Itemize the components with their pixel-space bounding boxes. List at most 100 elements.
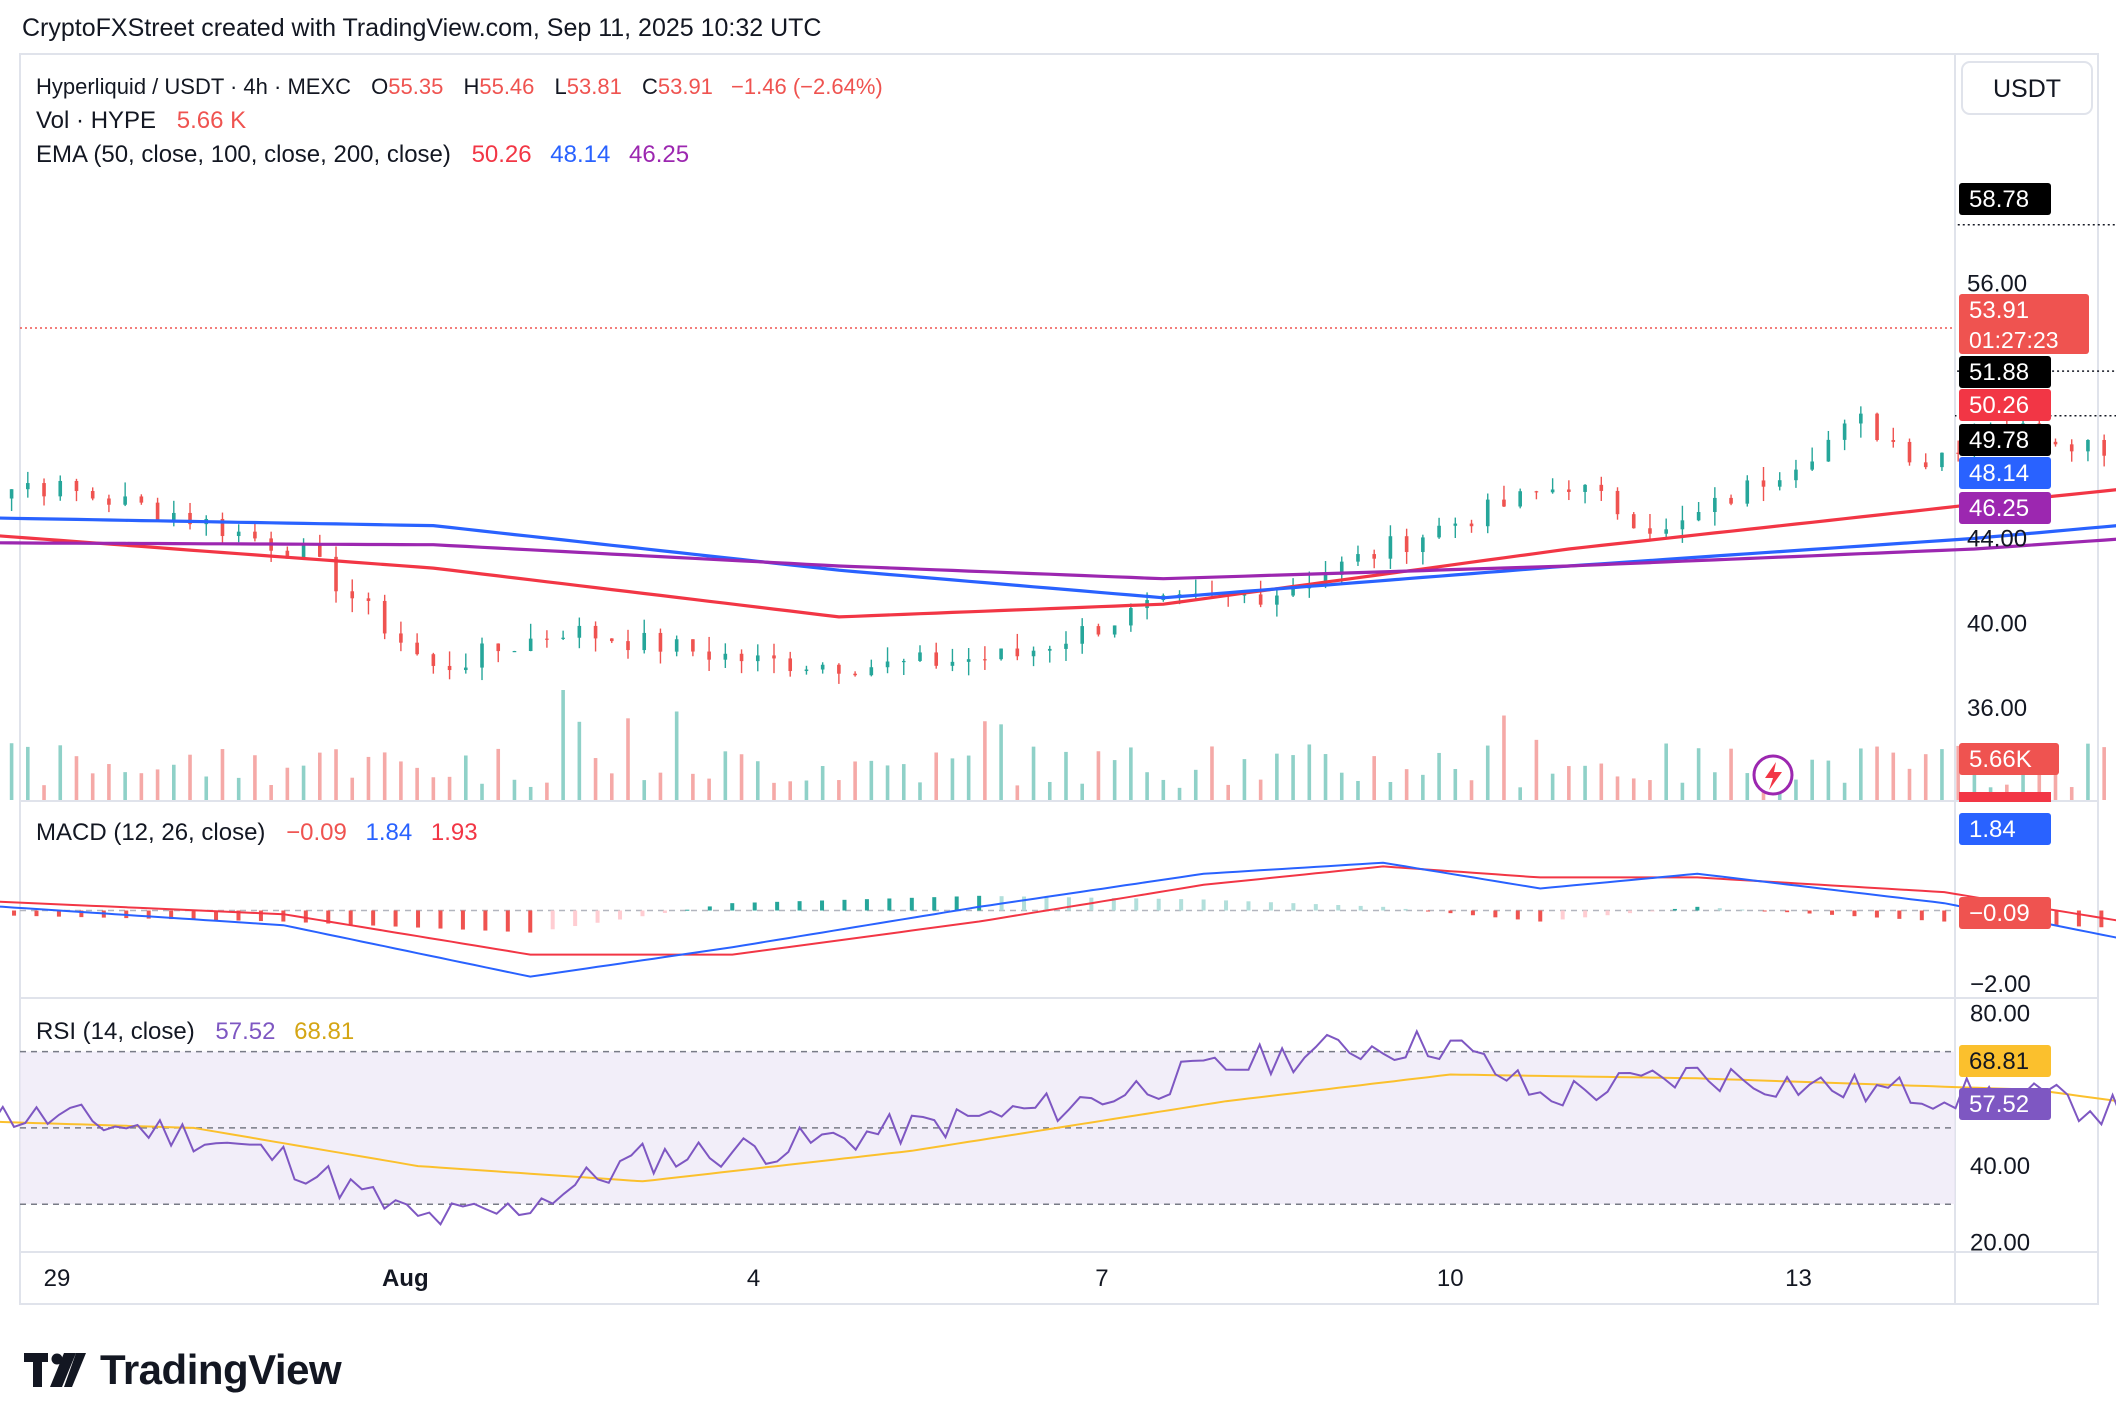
macd-histogram-bar [460, 910, 465, 930]
ema50-line [0, 488, 2116, 619]
rsi_ma-price-tag [1959, 1045, 2051, 1077]
volume-bar [999, 724, 1003, 800]
macd-histogram-bar [1493, 910, 1498, 918]
macd-histogram-bar [1246, 901, 1251, 911]
macd-price-tag [1959, 813, 2051, 845]
volume-bar [2102, 747, 2106, 800]
candle-body [869, 667, 874, 676]
volume-bar [220, 749, 225, 800]
volume-bar [723, 751, 728, 800]
macd-histogram-bar [1066, 897, 1071, 911]
macd-histogram-bar [1179, 899, 1184, 911]
open-value: 55.35 [388, 74, 443, 99]
macd-histogram-bar [1156, 898, 1161, 911]
volume-bar [593, 758, 598, 800]
volume-bar [1145, 772, 1149, 800]
candle-body [512, 651, 517, 653]
macd-histogram-bar [1515, 910, 1520, 920]
candle-body [301, 542, 306, 559]
candle-body [1745, 480, 1750, 504]
candle-body [1275, 595, 1279, 605]
volume-bar [447, 776, 452, 800]
candle-body [2086, 439, 2090, 452]
volume-bar [1810, 759, 1814, 800]
candle-body [58, 480, 63, 497]
macd-histogram-bar [1201, 899, 1206, 911]
volume-bar [820, 766, 825, 800]
candle-body [1875, 413, 1879, 441]
candle-body [1388, 536, 1393, 559]
macd-histogram-bar [618, 910, 623, 920]
volume-bar [1518, 787, 1522, 800]
volume-bar [1242, 759, 1247, 800]
volume-bar [1129, 747, 1133, 800]
time-tick-label: 29 [44, 1265, 71, 1292]
candle-body [1177, 594, 1182, 596]
macd-histogram-bar [416, 910, 421, 928]
volume-bar [1923, 754, 1928, 800]
volume-bar [1356, 780, 1360, 800]
candle-body [918, 652, 922, 661]
macd-histogram-bar [707, 906, 712, 911]
volume-bar [1713, 772, 1717, 800]
countdown-text: 01:27:23 [1969, 327, 2059, 353]
volume-bar [1972, 753, 1977, 800]
candle-body [447, 665, 452, 671]
volume-bar [1583, 765, 1587, 800]
ema50-price-text: 50.26 [1969, 392, 2029, 419]
volume-bar [123, 772, 127, 800]
candle-body [658, 632, 663, 652]
volume-bar [1696, 748, 1701, 800]
candle-body [1940, 452, 1944, 468]
macd-histogram-bar [820, 900, 825, 911]
volume-bar [350, 777, 355, 800]
lightning-icon[interactable] [1752, 754, 1794, 796]
volume-bar [691, 773, 695, 800]
volume-bar [918, 782, 922, 800]
candle-body [739, 653, 744, 662]
volume-bar [1631, 778, 1636, 800]
volume-bar [983, 721, 987, 800]
tradingview-logo[interactable]: TradingView [24, 1346, 342, 1394]
candle-body [1096, 626, 1101, 635]
macd-histogram-bar [842, 899, 847, 911]
macd-histogram-bar [887, 898, 892, 911]
volume-bar [1307, 744, 1312, 800]
candle-body [545, 638, 549, 640]
candle-body [123, 496, 127, 505]
rsi-tick-label: 40.00 [1970, 1153, 2030, 1180]
price-tick-label: 56.00 [1967, 271, 2027, 298]
volume-bar [155, 769, 160, 800]
volume-bar [1534, 739, 1539, 800]
volume-bar [1875, 746, 1879, 800]
time-tick-label: 7 [1095, 1265, 1108, 1292]
ema100-price-tag [1959, 457, 2051, 489]
candle-body [1291, 588, 1295, 596]
macd-hist-value: −0.09 [286, 819, 347, 846]
volume-bar [869, 760, 874, 800]
candle-body [382, 600, 387, 634]
volume-bar [1485, 745, 1490, 800]
candle-body [1047, 648, 1052, 651]
volume-bar [1421, 774, 1425, 800]
macd-histogram-bar [191, 910, 196, 920]
volume-bar [1891, 752, 1896, 800]
volume-bar [1615, 776, 1620, 800]
candle-body [1777, 480, 1782, 487]
candle-body [1064, 643, 1068, 649]
candle-body [285, 550, 290, 559]
volume-bar [236, 777, 241, 800]
macd-value: 1.84 [365, 819, 412, 846]
volume-bar [885, 765, 890, 800]
currency-button[interactable] [1961, 61, 2093, 115]
macd-histogram-bar [775, 901, 780, 911]
volume-bar [545, 782, 549, 800]
candle-body [155, 502, 160, 520]
candle-body [1242, 594, 1247, 596]
macd-histogram-bar [1448, 910, 1453, 914]
macd-histogram-bar [438, 910, 443, 929]
macd-histogram-bar [12, 910, 17, 916]
candle-body [1015, 648, 1020, 657]
candle-body [1923, 462, 1928, 468]
